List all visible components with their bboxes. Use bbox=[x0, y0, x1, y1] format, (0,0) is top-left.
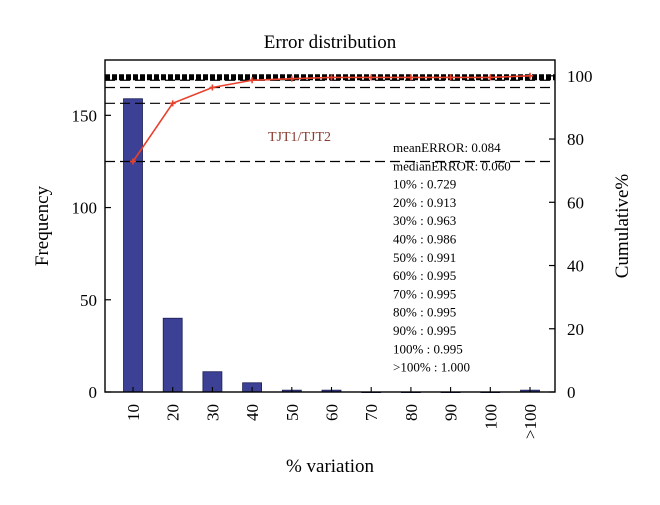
cumulative-marker-8 bbox=[447, 74, 454, 81]
x-tick-label-2: 30 bbox=[203, 404, 222, 421]
cumulative-marker-6 bbox=[368, 74, 375, 81]
y2-tick-label-1: 20 bbox=[567, 320, 584, 339]
series-label: TJT1/TJT2 bbox=[268, 130, 331, 145]
bar-0 bbox=[123, 98, 143, 393]
annotation-11: 100% : 0.995 bbox=[393, 341, 463, 356]
cumulative-marker-1 bbox=[169, 100, 176, 107]
cumulative-marker-5 bbox=[328, 74, 335, 81]
y2-tick-label-2: 40 bbox=[567, 257, 584, 276]
annotation-10: 90% : 0.995 bbox=[393, 323, 456, 338]
annotation-2: 10% : 0.729 bbox=[393, 177, 456, 192]
x-tick-label-1: 20 bbox=[164, 404, 183, 421]
x-tick-label-6: 70 bbox=[362, 404, 381, 421]
text-layer: 0 50 100 150 0 20 40 60 80 100 10 20 30 40 50 60 70 80 90 1… bbox=[32, 32, 633, 477]
x-axis-label: % variation bbox=[286, 456, 375, 477]
x-tick-label-4: 50 bbox=[283, 404, 302, 421]
annotation-6: 50% : 0.991 bbox=[393, 250, 456, 265]
y-tick-label-3: 150 bbox=[72, 106, 98, 125]
y2-tick-label-4: 80 bbox=[567, 130, 584, 149]
y-axis-label: Frequency bbox=[32, 185, 53, 266]
x-tick-label-10: >100 bbox=[521, 404, 540, 439]
annotation-12: >100% : 1.000 bbox=[393, 360, 470, 375]
x-tick-label-0: 10 bbox=[124, 404, 143, 421]
y2-tick-label-0: 0 bbox=[567, 383, 576, 402]
annotation-0: meanERROR: 0.084 bbox=[393, 140, 501, 155]
annotation-4: 30% : 0.963 bbox=[393, 213, 456, 228]
annotation-7: 60% : 0.995 bbox=[393, 268, 456, 283]
y-tick-label-1: 50 bbox=[80, 291, 97, 310]
cumulative-marker-2 bbox=[209, 84, 216, 91]
cumulative-marker-0 bbox=[130, 158, 136, 165]
bar-1 bbox=[162, 317, 183, 393]
plot-frame bbox=[104, 59, 556, 393]
x-tick-label-9: 100 bbox=[481, 404, 500, 430]
cumulative-marker-10 bbox=[527, 72, 533, 79]
annotation-3: 20% : 0.913 bbox=[393, 195, 456, 210]
x-tick-label-8: 90 bbox=[442, 404, 461, 421]
annotation-9: 80% : 0.995 bbox=[393, 305, 456, 320]
chart-title: Error distribution bbox=[264, 32, 397, 53]
annotation-8: 70% : 0.995 bbox=[393, 286, 456, 301]
cumulative-marker-7 bbox=[407, 74, 414, 81]
annotation-5: 40% : 0.986 bbox=[393, 232, 457, 247]
y-tick-label-0: 0 bbox=[89, 383, 98, 402]
x-tick-label-3: 40 bbox=[243, 404, 262, 421]
cumulative-marker-3 bbox=[249, 77, 256, 84]
y2-tick-label-3: 60 bbox=[567, 193, 584, 212]
axes-layer bbox=[104, 59, 556, 393]
cumulative-marker-9 bbox=[487, 74, 494, 81]
x-tick-label-7: 80 bbox=[402, 404, 421, 421]
cumulative-line-layer bbox=[130, 72, 533, 165]
y2-axis-label: Cumulative% bbox=[612, 174, 633, 279]
y2-tick-label-5: 100 bbox=[567, 67, 593, 86]
x-tick-label-5: 60 bbox=[323, 404, 342, 421]
cumulative-marker-4 bbox=[288, 75, 295, 82]
annotation-1: medianERROR: 0.060 bbox=[393, 158, 511, 173]
y-tick-label-2: 100 bbox=[72, 199, 98, 218]
reference-lines bbox=[105, 74, 555, 163]
